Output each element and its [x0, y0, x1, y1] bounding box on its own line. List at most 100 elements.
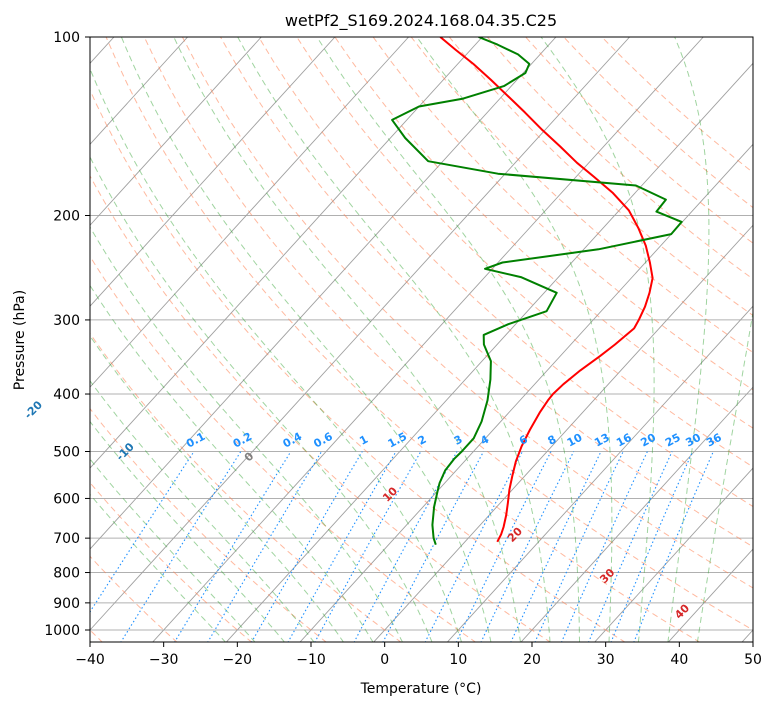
x-axis-label: Temperature (°C) — [360, 681, 482, 697]
y-tick-label: 200 — [53, 209, 80, 225]
mixing-ratio-line — [251, 451, 363, 642]
mixing-ratio-line — [174, 451, 292, 642]
x-tick-label: 50 — [744, 652, 762, 668]
isotherm — [667, 548, 753, 642]
mixing-ratio-label: 0.1 — [184, 430, 207, 451]
mixing-ratio-label: 10 — [565, 431, 585, 450]
mixing-ratio-line — [480, 451, 575, 642]
moist-adiabat — [90, 155, 433, 642]
x-tick-label: −10 — [296, 652, 326, 668]
chart-title: wetPf2_S169.2024.168.04.35.C25 — [285, 11, 557, 31]
y-tick-label: 800 — [53, 566, 80, 582]
moist-adiabat — [90, 420, 285, 642]
mixing-ratio-label: 8 — [546, 433, 559, 448]
mixing-ratio-label: 0.4 — [281, 430, 305, 451]
isotherm — [90, 37, 630, 631]
mixing-ratio-line — [120, 451, 242, 642]
y-tick-label: 400 — [53, 387, 80, 403]
mixing-ratio-line — [90, 451, 195, 613]
dry-adiabat — [143, 37, 753, 631]
x-tick-label: 30 — [597, 652, 615, 668]
isotherm — [90, 37, 336, 307]
dry-adiabat — [525, 37, 753, 244]
x-tick-label: −20 — [223, 652, 253, 668]
background-grid — [90, 37, 753, 642]
y-tick-label: 100 — [53, 30, 80, 46]
plot-frame — [89, 36, 754, 643]
dry-adiabat — [220, 37, 753, 548]
x-axis: −40 −30 −20 −10 0 10 20 30 40 50 — [75, 642, 762, 668]
mixing-ratio-line — [353, 451, 458, 642]
x-tick-label: 0 — [380, 652, 389, 668]
moist-adiabat — [90, 335, 344, 642]
y-tick-label: 1000 — [44, 623, 80, 639]
mixing-ratio-line — [588, 451, 673, 642]
dry-adiabat — [90, 255, 477, 642]
moist-adiabat — [173, 37, 522, 642]
moist-adiabat-label: 30 — [597, 566, 617, 586]
moist-adiabat — [120, 37, 492, 642]
mixing-ratio-label: 36 — [704, 431, 724, 450]
y-tick-label: 900 — [53, 596, 80, 612]
isotherm — [446, 305, 753, 642]
dry-adiabat-label: -20 — [22, 398, 45, 421]
isotherm — [741, 629, 753, 642]
dry-adiabat — [258, 37, 753, 508]
mixing-ratio-label: 3 — [452, 433, 465, 448]
moist-adiabat — [416, 37, 613, 642]
isotherm — [90, 37, 262, 226]
dry-adiabat — [487, 37, 753, 280]
moist-adiabat — [90, 226, 403, 642]
mixing-ratio-line — [382, 451, 485, 642]
dry-adiabat — [105, 37, 701, 642]
dry-adiabat — [90, 555, 178, 642]
mixing-ratio-line — [207, 451, 323, 642]
mixing-ratio-label: 0.6 — [312, 430, 336, 451]
mixing-ratio-label: 30 — [683, 431, 703, 450]
moist-adiabat — [540, 37, 655, 642]
mixing-ratio-line — [610, 451, 694, 642]
isotherm — [90, 37, 483, 469]
mixing-ratio-label: 0.2 — [231, 430, 254, 451]
mixing-ratio-line — [633, 451, 714, 642]
moist-adiabat — [90, 284, 374, 642]
mixing-ratio-label: 20 — [638, 431, 658, 450]
dry-adiabat — [334, 37, 753, 429]
isotherm — [90, 37, 409, 388]
dry-adiabat — [90, 88, 626, 642]
isotherm — [152, 37, 704, 642]
isotherm — [225, 62, 753, 642]
moist-adiabat — [316, 37, 580, 642]
y-axis-label: Pressure (hPa) — [12, 290, 28, 390]
temperature-profile — [439, 37, 654, 543]
y-axis: 100 200 300 400 500 600 700 800 900 1000 — [44, 30, 90, 639]
dewpoint-profile — [391, 37, 683, 546]
moist-adiabat — [237, 37, 551, 642]
mixing-ratio-label: 16 — [614, 431, 634, 450]
moist-adiabat — [90, 493, 227, 642]
mixing-ratio-label: 2 — [416, 433, 429, 448]
isotherm — [90, 37, 188, 145]
moist-adiabat — [90, 379, 315, 642]
moist-adiabat — [90, 67, 462, 642]
x-tick-label: 40 — [670, 652, 688, 668]
x-tick-label: −40 — [75, 652, 105, 668]
moist-adiabat — [696, 309, 753, 642]
isotherm — [90, 37, 557, 550]
moist-adiabat — [90, 458, 256, 642]
isotherm — [373, 224, 753, 642]
x-tick-label: −30 — [149, 652, 179, 668]
mixing-ratio-line — [314, 451, 422, 642]
isotherm — [520, 386, 753, 642]
dry-adiabat — [296, 37, 753, 468]
dry-adiabat-label: -10 — [114, 440, 137, 463]
moist-adiabat-label: 20 — [505, 525, 525, 545]
mixing-ratio-label: 13 — [592, 431, 612, 450]
dry-adiabat — [90, 481, 253, 642]
mixing-ratio-line — [534, 451, 624, 642]
y-tick-label: 600 — [53, 491, 80, 507]
y-tick-label: 700 — [53, 531, 80, 547]
isotherm — [594, 467, 753, 642]
mixing-ratio-line — [561, 451, 648, 642]
